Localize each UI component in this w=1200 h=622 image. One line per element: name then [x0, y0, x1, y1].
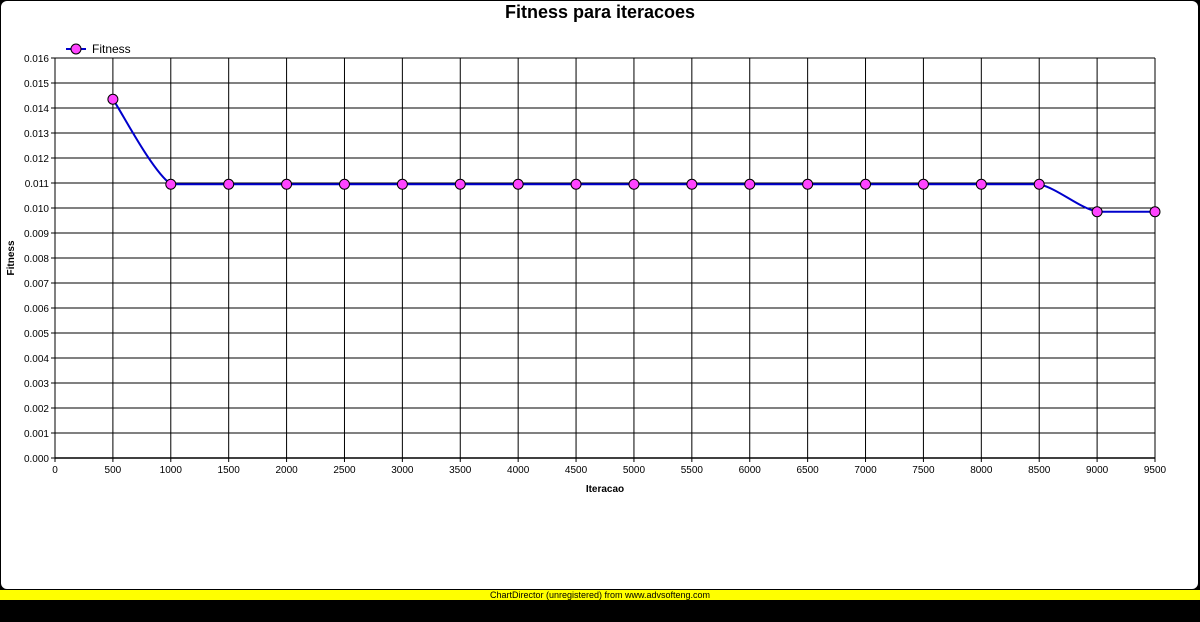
data-point: [628, 178, 640, 190]
x-tick-label: 2500: [333, 465, 356, 476]
x-tick-label: 1500: [218, 465, 241, 476]
data-point: [975, 178, 987, 190]
data-point: [223, 178, 235, 190]
data-point: [744, 178, 756, 190]
x-tick-label: 4000: [507, 465, 530, 476]
y-tick-label: 0.012: [24, 154, 49, 165]
x-tick-label: 0: [52, 465, 58, 476]
y-tick-label: 0.016: [24, 54, 49, 65]
y-tick-label: 0.002: [24, 404, 49, 415]
x-tick-label: 2000: [275, 465, 298, 476]
y-tick-label: 0.013: [24, 129, 49, 140]
y-tick-label: 0.000: [24, 454, 49, 465]
y-tick-label: 0.009: [24, 229, 49, 240]
x-tick-label: 7000: [854, 465, 877, 476]
legend-marker-swatch: [70, 43, 82, 55]
x-axis-title: Iteracao: [586, 484, 624, 495]
x-tick-label: 3000: [391, 465, 414, 476]
data-point: [1091, 206, 1103, 218]
data-point: [454, 178, 466, 190]
y-tick-label: 0.014: [24, 104, 49, 115]
y-tick-label: 0.006: [24, 304, 49, 315]
data-point: [165, 178, 177, 190]
legend: Fitness: [66, 42, 131, 56]
y-tick-label: 0.008: [24, 254, 49, 265]
data-point: [860, 178, 872, 190]
y-tick-label: 0.001: [24, 429, 49, 440]
data-point: [570, 178, 582, 190]
x-tick-label: 6000: [739, 465, 762, 476]
data-point: [281, 178, 293, 190]
y-tick-label: 0.010: [24, 204, 49, 215]
footer-banner: ChartDirector (unregistered) from www.ad…: [0, 590, 1200, 600]
x-tick-label: 9500: [1144, 465, 1167, 476]
grid-layer: [54, 57, 1156, 459]
x-tick-label: 5500: [681, 465, 704, 476]
data-point: [396, 178, 408, 190]
data-point: [512, 178, 524, 190]
y-tick-label: 0.003: [24, 379, 49, 390]
legend-label: Fitness: [92, 42, 131, 56]
chart-canvas: 0 500 1000 1500 2000 2500 3000 3500 4000 4500 5000…: [6, 42, 1167, 495]
data-point: [802, 178, 814, 190]
y-axis-title: Fitness: [6, 240, 17, 275]
y-tick-label: 0.007: [24, 279, 49, 290]
y-tick-label: 0.015: [24, 79, 49, 90]
y-tick-label: 0.005: [24, 329, 49, 340]
x-tick-label: 3500: [449, 465, 472, 476]
x-tick-label: 8000: [970, 465, 993, 476]
data-point: [107, 93, 119, 105]
y-tick-label: 0.004: [24, 354, 49, 365]
x-tick-label: 500: [105, 465, 122, 476]
data-point: [338, 178, 350, 190]
x-tick-label: 1000: [160, 465, 183, 476]
x-tick-label: 4500: [565, 465, 588, 476]
x-tick-label: 9000: [1086, 465, 1109, 476]
data-point: [917, 178, 929, 190]
chart-title: Fitness para iteracoes: [504, 2, 696, 22]
x-tick-label: 6500: [797, 465, 820, 476]
x-tick-label: 7500: [912, 465, 935, 476]
data-point: [1033, 178, 1045, 190]
tick-label-layer: 0 500 1000 1500 2000 2500 3000 3500 4000 4500 5000…: [24, 54, 1167, 476]
x-tick-label: 5000: [623, 465, 646, 476]
y-tick-label: 0.011: [25, 179, 50, 190]
x-tick-label: 8500: [1028, 465, 1051, 476]
series-layer: [107, 93, 1161, 218]
data-point: [686, 178, 698, 190]
data-point: [1149, 206, 1161, 218]
